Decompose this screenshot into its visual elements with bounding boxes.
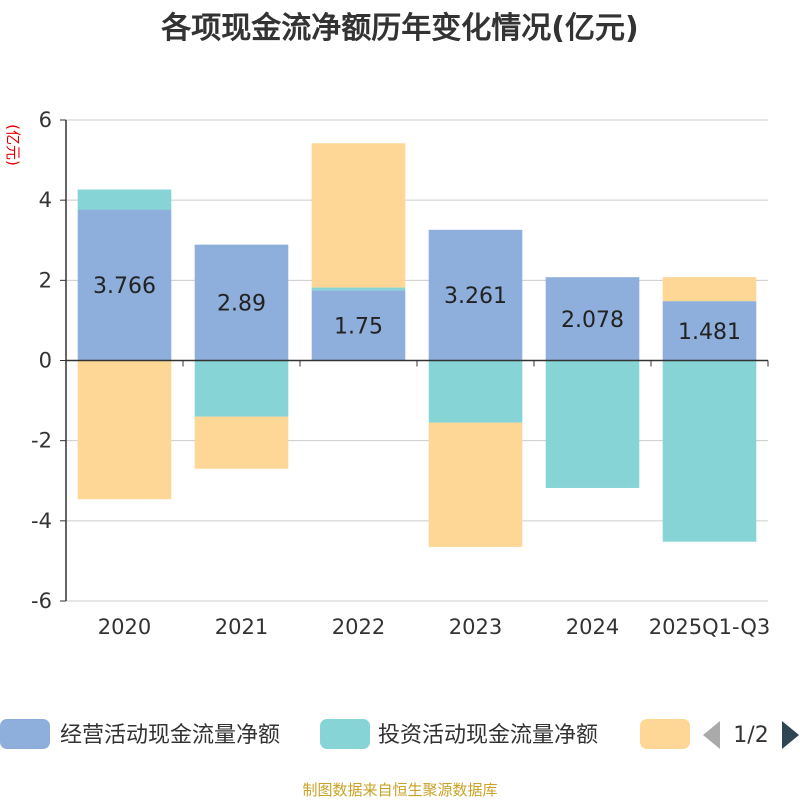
legend-swatch[interactable] <box>640 719 690 749</box>
data-label: 2.89 <box>217 292 266 317</box>
legend-next-icon[interactable] <box>782 721 799 749</box>
legend-label[interactable]: 经营活动现金流量净额 <box>60 723 280 748</box>
chart-title: 各项现金流净额历年变化情况(亿元) <box>160 11 638 46</box>
bar-segment <box>77 209 172 361</box>
bar-segment <box>194 360 289 417</box>
bar-segment <box>662 277 757 302</box>
bar-segment <box>311 287 406 291</box>
x-tick-label: 2020 <box>98 615 151 639</box>
legend-pager: 1/2 <box>733 723 768 748</box>
bar-segment <box>77 360 172 500</box>
y-tick-label: -4 <box>31 509 52 533</box>
source-note: 制图数据来自恒生聚源数据库 <box>302 781 497 799</box>
bar-segment <box>662 301 757 361</box>
bar-segment <box>77 189 172 210</box>
bar-segment <box>428 422 523 547</box>
legend-label[interactable]: 投资活动现金流量净额 <box>378 723 598 748</box>
data-label: 1.481 <box>678 320 741 345</box>
y-tick-label: -2 <box>31 429 52 453</box>
data-labels: 3.766 2.89 1.75 3.261 2.078 1.481 <box>93 274 741 345</box>
data-label: 2.078 <box>561 308 624 333</box>
x-tick-label: 2022 <box>332 615 385 639</box>
x-tick-label: 2025Q1-Q3 <box>649 615 771 639</box>
legend-prev-icon[interactable] <box>703 721 720 749</box>
bar-segment <box>194 244 289 361</box>
bar-segment <box>662 360 757 542</box>
bar-segment <box>545 360 640 488</box>
legend-swatch[interactable] <box>320 719 370 749</box>
y-tick-label: 4 <box>39 188 52 212</box>
x-tick-label: 2021 <box>215 615 268 639</box>
data-label: 1.75 <box>334 314 383 339</box>
bar-segment <box>428 360 523 423</box>
x-tick-label: 2023 <box>449 615 502 639</box>
data-label: 3.261 <box>444 284 507 309</box>
bars <box>77 143 757 547</box>
legend: 经营活动现金流量净额 投资活动现金流量净额 1/2 <box>0 719 799 749</box>
axes: 6 4 2 0 -2 -4 -6 2020 2021 2022 2023 2024 2025Q1-Q3 <box>31 108 770 639</box>
y-axis-label: (亿元) <box>4 124 22 166</box>
bar-segment <box>194 416 289 469</box>
legend-swatch[interactable] <box>0 719 50 749</box>
bar-segment <box>311 143 406 288</box>
y-tick-label: 2 <box>39 268 52 292</box>
y-tick-label: -6 <box>31 589 52 613</box>
y-tick-label: 6 <box>39 108 52 132</box>
y-tick-label: 0 <box>39 349 52 373</box>
bar-segment <box>428 229 523 361</box>
bar-segment <box>311 290 406 361</box>
bar-segment <box>545 277 640 361</box>
data-label: 3.766 <box>93 274 156 299</box>
x-tick-label: 2024 <box>566 615 619 639</box>
